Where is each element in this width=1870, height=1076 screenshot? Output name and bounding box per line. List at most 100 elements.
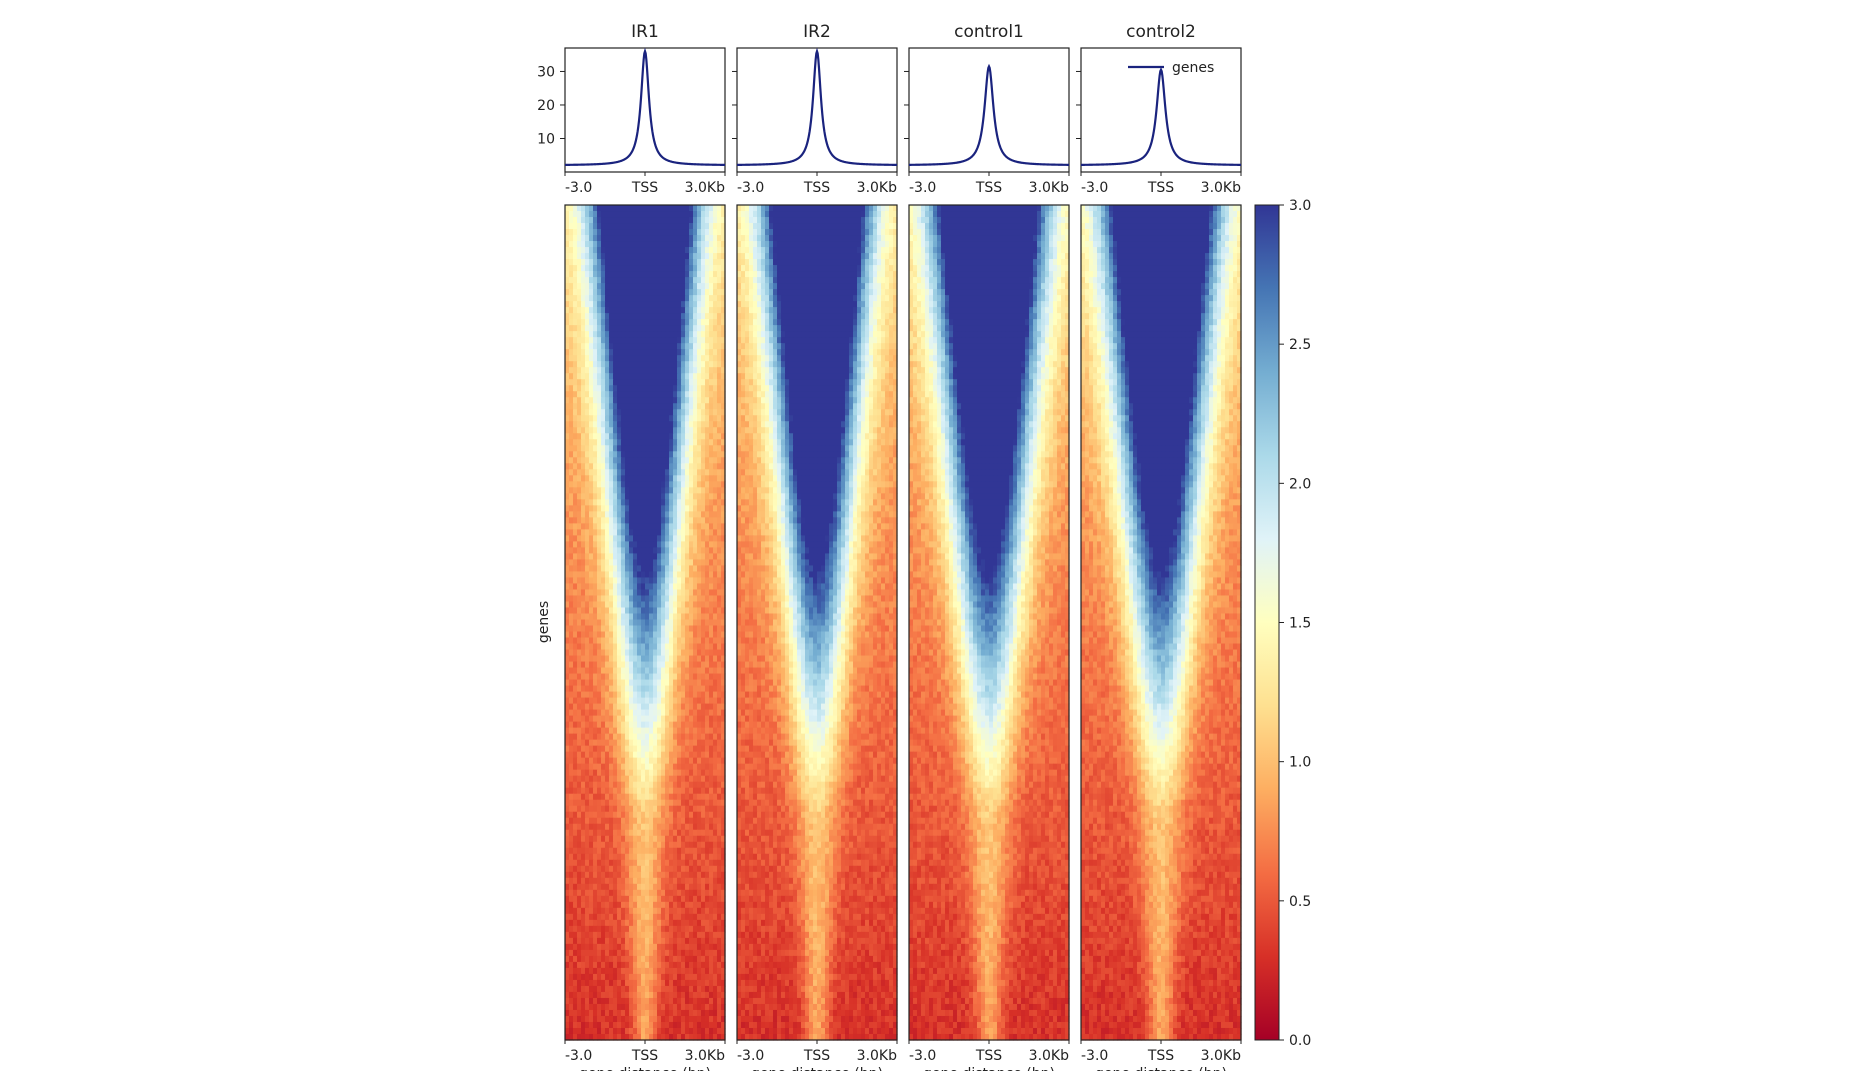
- heatmap-cell: [609, 836, 614, 843]
- heatmap-cell: [693, 764, 698, 771]
- heatmap-cell: [705, 668, 710, 675]
- heatmap-cell: [653, 914, 658, 921]
- heatmap-cell: [641, 301, 646, 308]
- heatmap-cell: [685, 487, 690, 494]
- heatmap-cell: [601, 776, 606, 783]
- heatmap-cell: [649, 674, 654, 681]
- heatmap-cell: [637, 728, 642, 735]
- heatmap-cell: [709, 487, 714, 494]
- heatmap-cell: [681, 487, 686, 494]
- heatmap-cell: [673, 499, 678, 506]
- heatmap-cell: [653, 457, 658, 464]
- heatmap-cell: [621, 620, 626, 627]
- heatmap-cell: [685, 367, 690, 374]
- heatmap-cell: [565, 848, 570, 855]
- heatmap-cell: [613, 908, 618, 915]
- heatmap-cell: [617, 698, 622, 705]
- heatmap-cell: [577, 313, 582, 320]
- heatmap-cell: [569, 271, 574, 278]
- heatmap-cell: [593, 764, 598, 771]
- heatmap-cell: [577, 235, 582, 242]
- heatmap-cell: [581, 902, 586, 909]
- heatmap-cell: [653, 710, 658, 717]
- heatmap-cell: [621, 451, 626, 458]
- heatmap-cell: [673, 704, 678, 711]
- heatmap-cell: [681, 403, 686, 410]
- heatmap-cell: [569, 595, 574, 602]
- heatmap-cell: [601, 481, 606, 488]
- heatmap-cell: [625, 475, 630, 482]
- heatmap-cell: [633, 277, 638, 284]
- heatmap-cell: [629, 421, 634, 428]
- heatmap-cell: [585, 433, 590, 440]
- heatmap-cell: [709, 469, 714, 476]
- heatmap-cell: [573, 884, 578, 891]
- heatmap-cell: [621, 325, 626, 332]
- heatmap-cell: [641, 794, 646, 801]
- heatmap-cell: [669, 235, 674, 242]
- heatmap-cell: [585, 818, 590, 825]
- heatmap-cell: [577, 764, 582, 771]
- heatmap-cell: [689, 686, 694, 693]
- heatmap-cell: [637, 457, 642, 464]
- heatmap-cell: [589, 283, 594, 290]
- heatmap-cell: [577, 692, 582, 699]
- heatmap-cell: [577, 770, 582, 777]
- heatmap-cell: [629, 644, 634, 651]
- heatmap-cell: [609, 499, 614, 506]
- heatmap-cell: [597, 746, 602, 753]
- heatmap-cell: [589, 229, 594, 236]
- heatmap-cell: [673, 277, 678, 284]
- heatmap-cell: [665, 926, 670, 933]
- heatmap-cell: [689, 217, 694, 224]
- heatmap-cell: [597, 920, 602, 927]
- heatmap-cell: [665, 716, 670, 723]
- heatmap-cell: [621, 481, 626, 488]
- heatmap-cell: [629, 866, 634, 873]
- heatmap-cell: [597, 926, 602, 933]
- heatmap-cell: [585, 746, 590, 753]
- heatmap-cell: [573, 686, 578, 693]
- heatmap-cell: [621, 445, 626, 452]
- heatmap-cell: [653, 421, 658, 428]
- heatmap-cell: [685, 836, 690, 843]
- heatmap-cell: [569, 710, 574, 717]
- heatmap-cell: [605, 301, 610, 308]
- heatmap-cell: [701, 734, 706, 741]
- heatmap-cell: [625, 235, 630, 242]
- heatmap-cell: [593, 896, 598, 903]
- heatmap-cell: [633, 289, 638, 296]
- heatmap-cell: [617, 866, 622, 873]
- heatmap-cell: [705, 337, 710, 344]
- heatmap-cell: [713, 355, 718, 362]
- heatmap-cell: [641, 307, 646, 314]
- heatmap-cell: [717, 493, 722, 500]
- heatmap-cell: [705, 638, 710, 645]
- heatmap-cell: [661, 445, 666, 452]
- heatmap-cell: [665, 686, 670, 693]
- heatmap-cell: [621, 217, 626, 224]
- heatmap-cell: [709, 908, 714, 915]
- heatmap-cell: [625, 205, 630, 212]
- heatmap-cell: [717, 595, 722, 602]
- heatmap-cell: [597, 782, 602, 789]
- heatmap-cell: [701, 800, 706, 807]
- profile-panel-control1: control1-3.0TSS3.0Kb: [904, 22, 1069, 196]
- heatmap-cell: [645, 565, 650, 572]
- heatmap-cell: [681, 325, 686, 332]
- heatmap-cell: [625, 800, 630, 807]
- heatmap-cell: [589, 541, 594, 548]
- heatmap-cell: [701, 848, 706, 855]
- heatmap-cell: [641, 427, 646, 434]
- heatmap-cell: [629, 391, 634, 398]
- heatmap-cell: [697, 511, 702, 518]
- heatmap-cell: [685, 589, 690, 596]
- heatmap-cell: [613, 511, 618, 518]
- heatmap-cell: [625, 433, 630, 440]
- heatmap-cell: [649, 445, 654, 452]
- heatmap-cell: [665, 445, 670, 452]
- heatmap-cell: [573, 668, 578, 675]
- heatmap-cell: [613, 337, 618, 344]
- heatmap-cell: [705, 860, 710, 867]
- heatmap-cell: [673, 217, 678, 224]
